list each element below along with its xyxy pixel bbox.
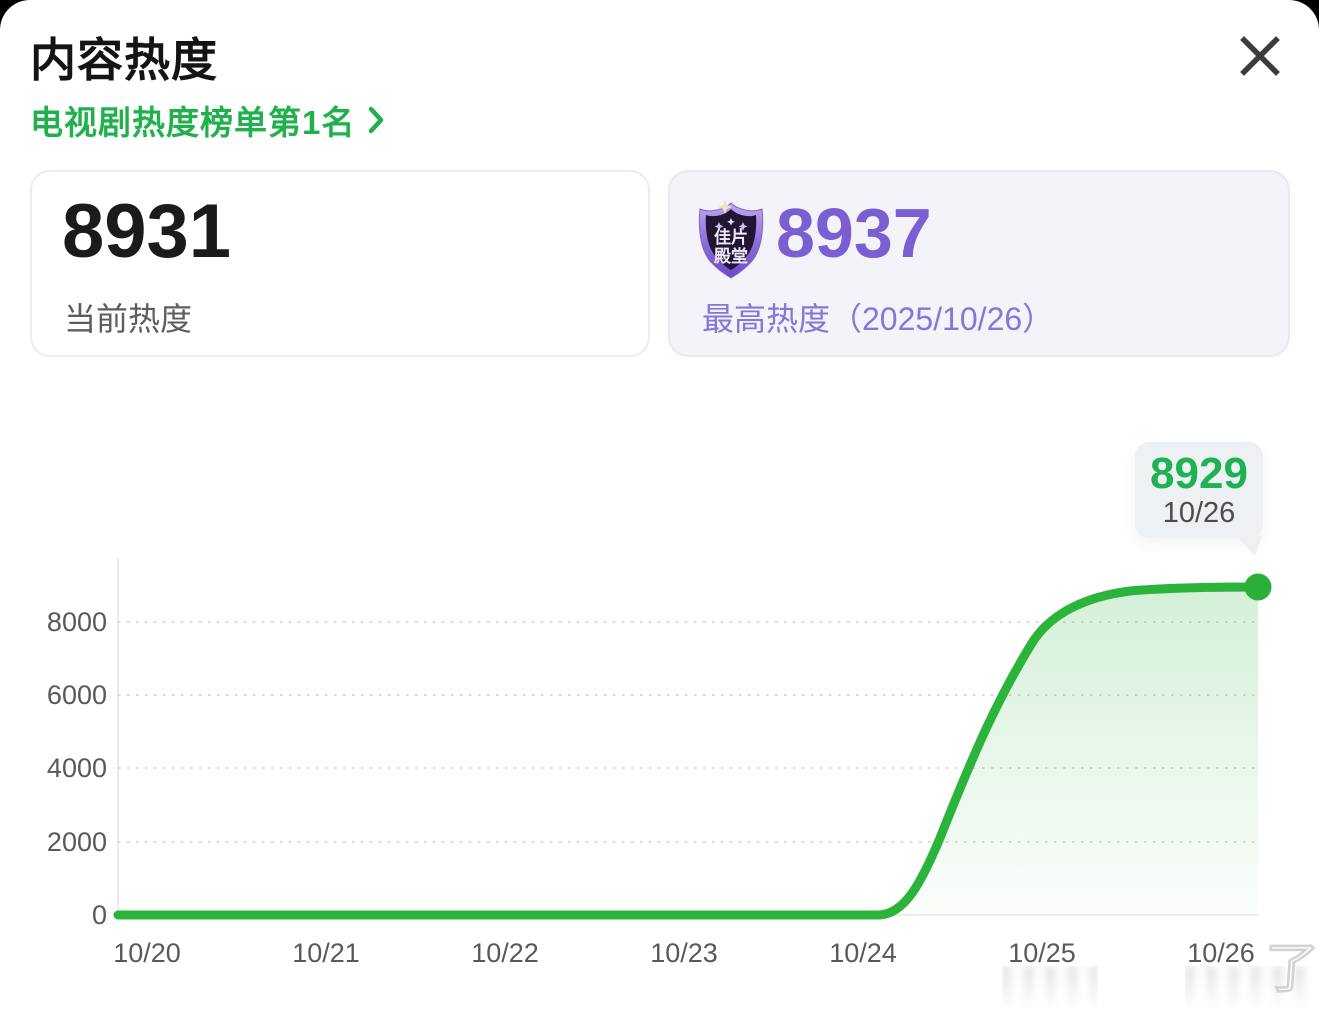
watermark-glyph: 了	[1261, 938, 1319, 1001]
svg-text:6000: 6000	[47, 680, 107, 710]
heat-line	[113, 582, 1263, 920]
svg-text:4000: 4000	[47, 753, 107, 783]
svg-text:10/25: 10/25	[1008, 938, 1076, 968]
rank-link[interactable]: 电视剧热度榜单第1名	[30, 96, 385, 144]
svg-text:佳片: 佳片	[714, 227, 748, 247]
tooltip-date: 10/26	[1162, 497, 1236, 529]
svg-text:2000: 2000	[47, 827, 107, 857]
svg-text:10/24: 10/24	[829, 938, 897, 968]
x-axis-labels: 10/20 10/21 10/22 10/23 10/24 10/25 10/2…	[113, 938, 1255, 968]
heat-area	[118, 587, 1258, 915]
gridlines	[118, 621, 1258, 843]
current-heat-label: 当前热度	[64, 301, 193, 337]
chevron-right-icon	[367, 105, 385, 135]
watermark-smudge	[1002, 966, 1098, 1011]
peak-heat-card: 佳片 殿堂 8937 最高热度（2025/10/26）	[668, 170, 1290, 357]
rank-link-label: 电视剧热度榜单第1名	[30, 104, 356, 141]
peak-heat-value: 8937	[776, 194, 932, 272]
peak-heat-label: 最高热度（2025/10/26）	[702, 301, 1055, 337]
svg-text:殿堂: 殿堂	[713, 246, 748, 266]
last-point-marker	[1244, 573, 1272, 601]
current-heat-card: 8931 当前热度	[30, 170, 650, 357]
current-heat-value: 8931	[62, 189, 232, 274]
svg-text:10/26: 10/26	[1187, 938, 1255, 968]
close-icon	[1237, 33, 1283, 79]
watermark-smudge	[1185, 966, 1310, 1011]
svg-text:0: 0	[92, 900, 107, 930]
svg-text:8000: 8000	[47, 607, 107, 637]
hall-of-fame-badge-icon: 佳片 殿堂	[694, 198, 768, 280]
tooltip-value: 8929	[1150, 449, 1248, 498]
chart-tooltip: 8929 10/26	[1135, 442, 1263, 538]
page-title: 内容热度	[30, 34, 218, 86]
y-axis-labels: 0 2000 4000 6000 8000	[47, 607, 107, 930]
close-button[interactable]	[1232, 28, 1288, 84]
svg-text:10/20: 10/20	[113, 938, 181, 968]
svg-text:10/22: 10/22	[471, 938, 539, 968]
svg-text:10/21: 10/21	[292, 938, 360, 968]
svg-text:10/23: 10/23	[650, 938, 718, 968]
heat-trend-chart[interactable]: 0 2000 4000 6000 8000 10/20 10/21 10/22 …	[0, 540, 1319, 1000]
